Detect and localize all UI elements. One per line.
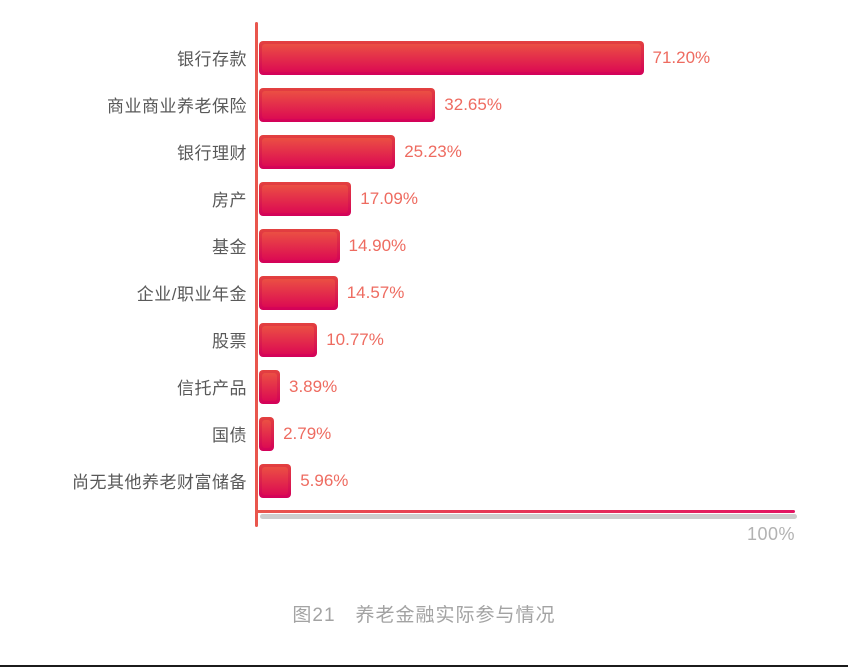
bar <box>259 416 275 451</box>
category-label: 尚无其他养老财富储备 <box>72 473 247 492</box>
value-label: 5.96% <box>300 470 349 490</box>
bar <box>259 134 396 169</box>
bar-track: 71.20% <box>259 34 848 81</box>
bar-inner <box>262 419 272 448</box>
bar-inner <box>262 184 349 213</box>
bar-track: 14.90% <box>259 222 848 269</box>
bar <box>259 322 318 357</box>
bar-track: 2.79% <box>259 410 848 457</box>
bar <box>259 181 352 216</box>
bar <box>259 275 338 310</box>
bar-track: 25.23% <box>259 128 848 175</box>
bar-inner <box>262 43 641 72</box>
bar <box>259 369 280 404</box>
bar-track: 32.65% <box>259 81 848 128</box>
bar-track: 10.77% <box>259 316 848 363</box>
category-label: 企业/职业年金 <box>136 285 247 304</box>
bar-row: 银行存款 71.20% <box>0 34 848 81</box>
bar-row: 企业/职业年金 14.57% <box>0 269 848 316</box>
bar-inner <box>262 466 289 495</box>
category-label: 银行理财 <box>177 144 247 163</box>
bar-row: 商业商业养老保险 32.65% <box>0 81 848 128</box>
bar-row: 信托产品 3.89% <box>0 363 848 410</box>
bar <box>259 87 436 122</box>
bar-track: 17.09% <box>259 175 848 222</box>
x-axis-max-label: 100% <box>746 524 795 544</box>
value-label: 14.90% <box>348 235 407 255</box>
bar-row: 基金 14.90% <box>0 222 848 269</box>
bar <box>259 40 644 75</box>
bar-inner <box>262 325 315 354</box>
category-label: 基金 <box>212 238 247 257</box>
bar <box>259 463 292 498</box>
category-label: 信托产品 <box>177 379 247 398</box>
bar-track: 14.57% <box>259 269 848 316</box>
x-axis-shadow <box>260 514 797 519</box>
category-label: 房产 <box>212 191 247 210</box>
bar-track: 5.96% <box>259 457 848 504</box>
bar-rows: 银行存款 71.20% 商业商业养老保险 32.65% 银行理财 25.23% 房产 17.0… <box>0 34 848 504</box>
category-label: 国债 <box>212 426 247 445</box>
bar-inner <box>262 137 393 166</box>
bar-inner <box>262 278 335 307</box>
page-bottom-border <box>0 665 848 667</box>
bar-inner <box>262 231 337 260</box>
value-label: 2.79% <box>283 423 332 443</box>
bar-row: 尚无其他养老财富储备 5.96% <box>0 457 848 504</box>
value-label: 17.09% <box>360 188 418 208</box>
category-label: 股票 <box>212 332 247 351</box>
x-axis-line <box>255 510 795 513</box>
bar-row: 股票 10.77% <box>0 316 848 363</box>
value-label: 71.20% <box>652 47 711 67</box>
category-label: 商业商业养老保险 <box>107 97 247 116</box>
bar-row: 国债 2.79% <box>0 410 848 457</box>
value-label: 32.65% <box>444 94 502 114</box>
bar-track: 3.89% <box>259 363 848 410</box>
bar-inner <box>262 372 277 401</box>
value-label: 3.89% <box>289 376 338 396</box>
value-label: 25.23% <box>404 141 462 161</box>
y-axis-line <box>255 22 258 527</box>
chart-title: 图21 养老金融实际参与情况 <box>292 605 556 626</box>
value-label: 14.57% <box>346 282 405 302</box>
bar-row: 房产 17.09% <box>0 175 848 222</box>
bar <box>259 228 340 263</box>
bar-inner <box>262 90 433 119</box>
bar-row: 银行理财 25.23% <box>0 128 848 175</box>
category-label: 银行存款 <box>177 50 247 69</box>
value-label: 10.77% <box>326 329 384 349</box>
